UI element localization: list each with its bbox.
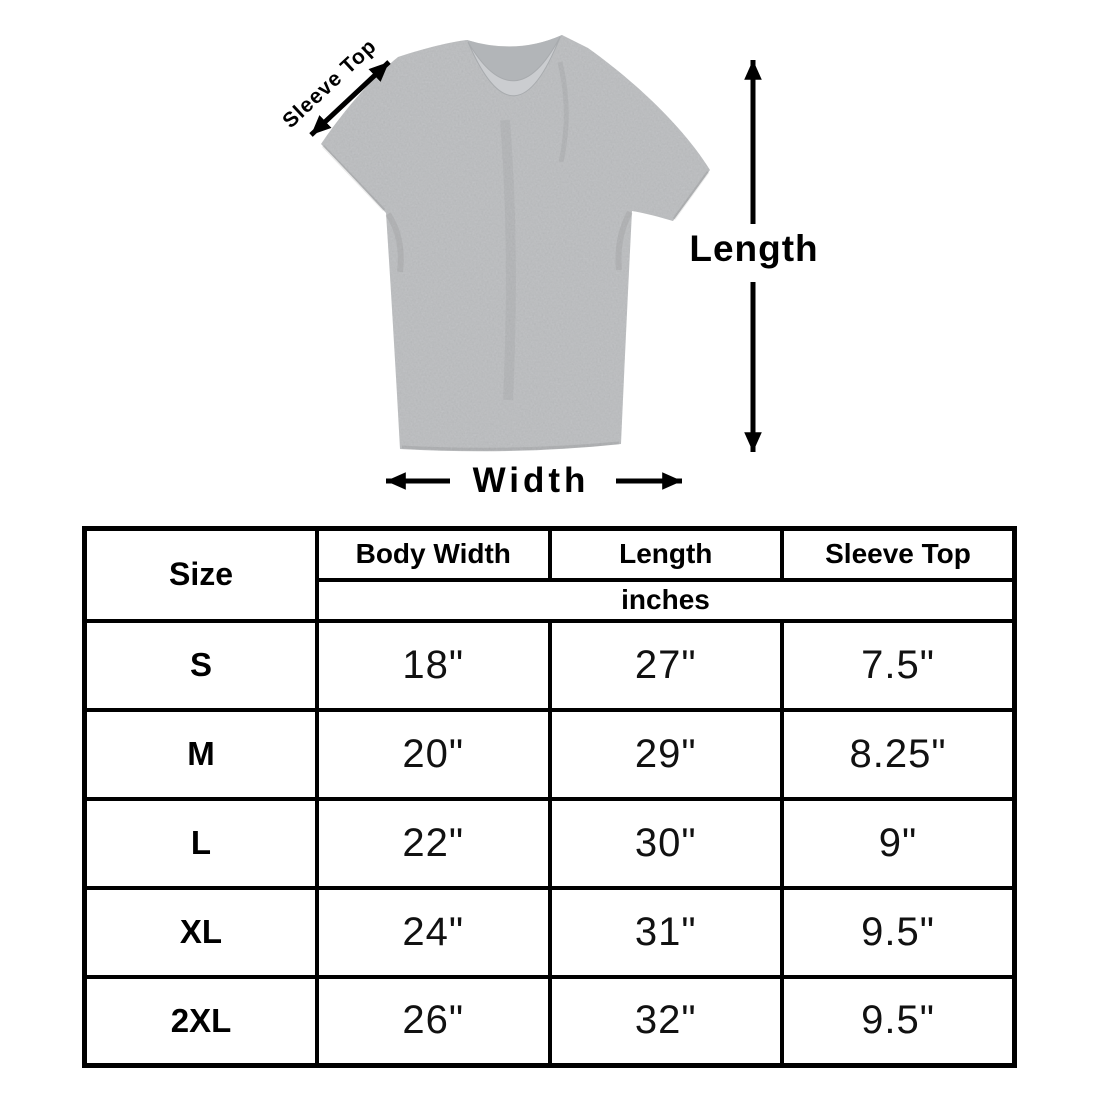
row-header-size: M [82,707,319,801]
table-row-l: L 22" 30" 9" [82,796,1017,890]
cell-length: 30" [547,796,784,890]
row-header-size: 2XL [82,974,319,1068]
row-header-size: S [82,618,319,712]
length-label: Length [654,228,854,270]
cell-length: 27" [547,618,784,712]
cell-length: 32" [547,974,784,1068]
row-header-size: L [82,796,319,890]
table-row-s: S 18" 27" 7.5" [82,618,1017,712]
table-row-2xl: 2XL 26" 32" 9.5" [82,974,1017,1068]
cell-length: 31" [547,885,784,979]
cell-sleeve-top: 9" [780,796,1017,890]
size-chart-table: Size Body Width Length Sleeve Top inches… [82,526,1017,1068]
sleeve-top-arrow [309,60,391,137]
tshirt-body [321,35,710,452]
unit-header: inches [315,577,1017,623]
cell-sleeve-top: 8.25" [780,707,1017,801]
row-header-size: XL [82,885,319,979]
cell-body-width: 20" [315,707,552,801]
header-row: Size Body Width Length Sleeve Top [82,526,1017,623]
cell-body-width: 26" [315,974,552,1068]
table-row-xl: XL 24" 31" 9.5" [82,885,1017,979]
tshirt-diagram-graphic [309,35,762,490]
col-header-size: Size [82,526,319,623]
cell-sleeve-top: 7.5" [780,618,1017,712]
cell-body-width: 18" [315,618,552,712]
unit-row: inches [85,577,1017,623]
col-header-sleeve-top: Sleeve Top [780,526,1017,582]
measurement-arrows [309,60,762,490]
tshirt-image [321,35,710,452]
table-row-m: M 20" 29" 8.25" [82,707,1017,801]
collar-band [467,36,561,97]
width-label: Width [472,461,590,500]
tshirt-measurement-diagram: Sleeve Top Length Width [0,0,1100,520]
cell-body-width: 22" [315,796,552,890]
col-header-length: Length [547,526,784,582]
cell-sleeve-top: 9.5" [780,885,1017,979]
col-header-body-width: Body Width [315,526,552,582]
cell-body-width: 24" [315,885,552,979]
cell-length: 29" [547,707,784,801]
fabric-folds [321,61,710,451]
cell-sleeve-top: 9.5" [780,974,1017,1068]
